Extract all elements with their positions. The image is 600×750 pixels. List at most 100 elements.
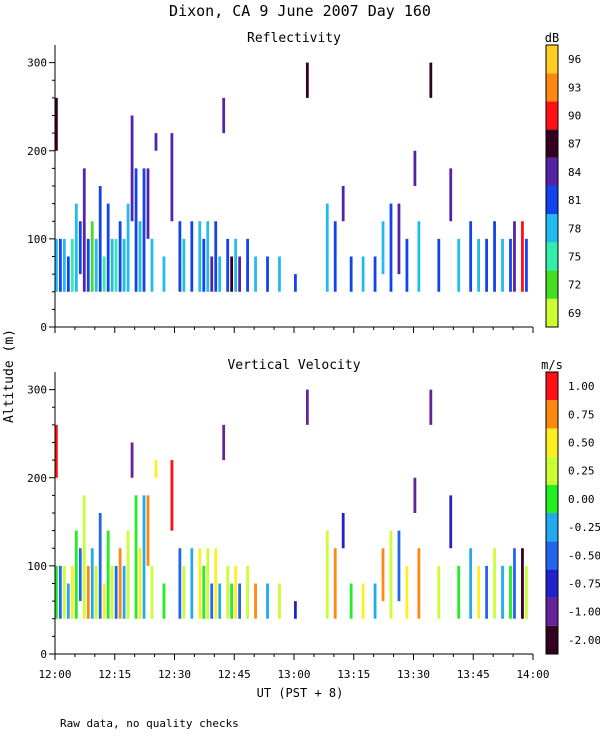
- data-cell: [437, 565, 441, 619]
- data-cell: [485, 238, 488, 292]
- data-cell: [218, 256, 222, 292]
- colorbar-label: 0.75: [568, 408, 595, 421]
- colorbar-unit: dB: [545, 31, 559, 45]
- data-cell: [325, 203, 329, 292]
- colorbar-segment: [546, 298, 558, 327]
- data-cell: [78, 221, 82, 275]
- colorbar-unit: m/s: [541, 358, 563, 372]
- colorbar-label: 0.50: [568, 437, 595, 450]
- data-cell: [90, 548, 94, 619]
- colorbar-segment: [546, 129, 558, 158]
- colorbar-segment: [546, 372, 558, 401]
- data-cell: [70, 238, 74, 292]
- data-cell: [449, 168, 453, 222]
- data-cell: [218, 583, 222, 619]
- data-cell: [521, 548, 524, 619]
- data-cell: [202, 565, 206, 619]
- data-cell: [146, 495, 150, 566]
- data-cell: [150, 238, 154, 292]
- data-cell: [102, 583, 106, 619]
- colorbar-label: 69: [568, 307, 581, 320]
- y-tick-label: 100: [27, 560, 47, 573]
- data-cells: [55, 389, 528, 619]
- y-tick-label: 100: [27, 233, 47, 246]
- colorbar-label: -2.00: [568, 634, 600, 647]
- colorbar-label: 1.00: [568, 380, 595, 393]
- data-cell: [501, 238, 504, 292]
- data-cell: [429, 389, 433, 425]
- colorbar-segment: [546, 270, 558, 299]
- colorbar-segment: [546, 186, 558, 215]
- data-cell: [266, 256, 269, 292]
- data-cell: [154, 133, 158, 151]
- colorbar-label: -0.25: [568, 521, 600, 534]
- data-cell: [349, 583, 353, 619]
- x-tick-label: 12:00: [38, 668, 71, 681]
- data-cell: [70, 565, 74, 619]
- colorbar-segment: [546, 456, 558, 485]
- data-cell: [55, 238, 58, 292]
- data-cell: [361, 256, 365, 292]
- data-cell: [182, 565, 186, 619]
- data-cell: [86, 565, 90, 619]
- figure-title: Dixon, CA 9 June 2007 Day 160: [169, 2, 431, 20]
- colorbar-frame: [545, 371, 559, 655]
- data-cell: [55, 565, 58, 619]
- colorbar-segment: [546, 484, 558, 513]
- data-cell: [55, 97, 58, 151]
- data-cell: [114, 238, 118, 292]
- colorbar-segment: [546, 400, 558, 429]
- data-cell: [98, 513, 102, 619]
- colorbar-label: 81: [568, 194, 581, 207]
- data-cell: [118, 221, 122, 292]
- data-cell: [493, 548, 496, 619]
- colorbar-segment: [546, 157, 558, 186]
- data-cell: [58, 238, 62, 292]
- data-cell: [222, 424, 226, 461]
- data-cell: [190, 221, 194, 292]
- data-cell: [389, 530, 393, 619]
- data-cell: [66, 583, 70, 619]
- data-cell: [413, 477, 417, 513]
- data-cell: [405, 565, 409, 619]
- data-cell: [397, 530, 401, 602]
- data-cell: [417, 548, 421, 619]
- colorbar-segment: [546, 45, 558, 74]
- data-cell: [66, 256, 70, 292]
- data-cell: [305, 389, 309, 425]
- data-cell: [170, 133, 174, 222]
- colorbar-label: 78: [568, 222, 581, 235]
- colorbar: -2.00 -1.00 -0.75 -0.50 -0.25 0.00 0.25 0.50 0.7…: [541, 358, 600, 655]
- data-cell: [493, 221, 496, 292]
- data-cell: [134, 168, 138, 292]
- data-cell: [477, 565, 481, 619]
- data-cell: [525, 565, 528, 619]
- data-cell: [178, 221, 182, 292]
- data-cell: [142, 495, 146, 619]
- data-cell: [198, 548, 202, 619]
- data-cell: [202, 238, 206, 292]
- data-cell: [405, 238, 409, 292]
- data-cell: [333, 548, 337, 619]
- panel-1: Reflectivity 0 100 200 300 69 72 75 78 81 84 87 90 93…: [27, 31, 581, 334]
- data-cell: [142, 168, 146, 292]
- colorbar-segment: [546, 625, 558, 654]
- data-cell: [325, 530, 329, 619]
- x-tick-label: 12:15: [98, 668, 131, 681]
- data-cell: [82, 495, 86, 619]
- data-cell: [74, 203, 78, 292]
- data-cell: [509, 565, 512, 619]
- data-cell: [182, 238, 186, 292]
- colorbar-label: -1.00: [568, 606, 600, 619]
- data-cell: [190, 548, 194, 619]
- data-cell: [457, 238, 461, 292]
- data-cell: [413, 150, 417, 186]
- data-cell: [373, 256, 377, 292]
- y-tick-label: 200: [27, 472, 47, 485]
- data-cell: [266, 583, 269, 619]
- colorbar-label: 0.25: [568, 465, 595, 478]
- data-cell: [226, 565, 230, 619]
- data-cell: [509, 238, 512, 292]
- colorbar-segment: [546, 214, 558, 243]
- panels: Reflectivity 0 100 200 300 69 72 75 78 81 84 87 90 93…: [27, 31, 600, 681]
